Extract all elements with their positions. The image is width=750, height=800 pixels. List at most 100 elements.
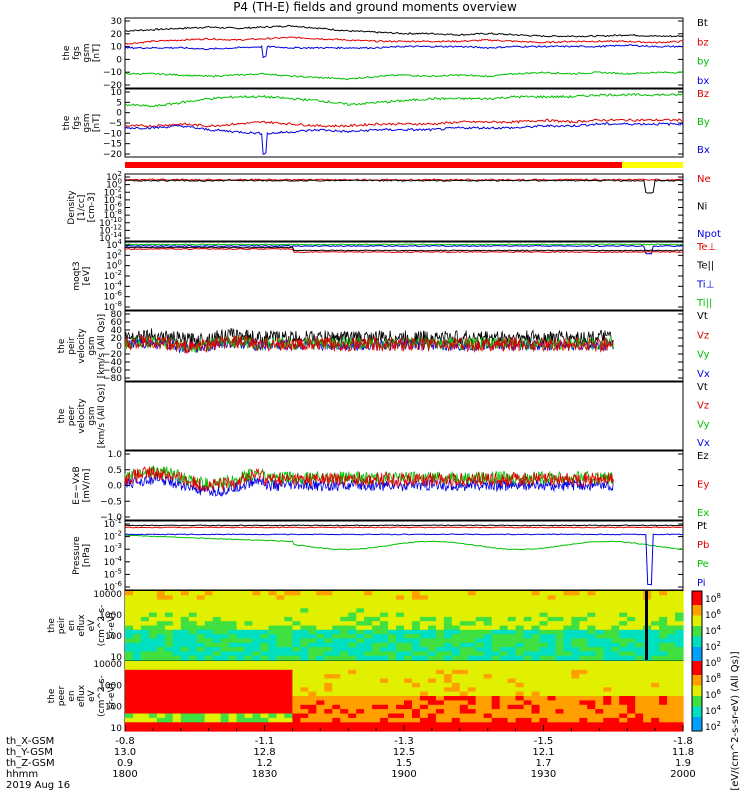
peer-spectrogram-cell (316, 704, 325, 710)
peir-spectrogram-cell (172, 621, 182, 627)
peir-spectrogram-cell (579, 612, 588, 618)
peir-spectrogram-cell (587, 651, 596, 657)
peir-spectrogram-cell (340, 591, 349, 596)
peir-spectrogram-cell (619, 629, 628, 635)
peer-spectrogram-cell (180, 687, 190, 693)
peir-spectrogram-cell (396, 638, 405, 644)
peer-spectrogram-cell (164, 678, 174, 684)
peir-spectrogram-cell (483, 603, 493, 609)
peer-spectrogram-cell (133, 665, 142, 671)
peer-spectrogram-cell (635, 726, 644, 732)
peir-spectrogram-cell (475, 612, 485, 618)
colorbar-cell (692, 629, 702, 634)
peir-spectrogram-cell (563, 599, 572, 605)
peer-spectrogram-cell (539, 691, 549, 697)
ytick-label-efield: 0.0 (108, 482, 123, 492)
peer-spectrogram-cell (396, 700, 405, 706)
peer-spectrogram-cell (276, 691, 286, 697)
peir-spectrogram-cell (204, 595, 214, 601)
peer-spectrogram-cell (380, 709, 389, 715)
legend-label: Ne (697, 174, 711, 185)
peir-spectrogram-cell (515, 651, 525, 657)
peir-spectrogram-cell (435, 651, 445, 657)
peir-spectrogram-cell (555, 603, 565, 609)
peir-spectrogram-cell (236, 616, 246, 622)
peir-spectrogram-cell (188, 647, 198, 652)
peir-spectrogram-cell (451, 591, 461, 596)
peir-spectrogram-cell (587, 642, 596, 648)
ytick-label-peir-velocity: 0 (116, 342, 122, 352)
peir-spectrogram-cell (292, 603, 301, 609)
peir-spectrogram-cell (125, 642, 134, 648)
peir-spectrogram-cell (435, 642, 445, 648)
density-ni-line (124, 179, 684, 194)
peir-spectrogram-cell (659, 625, 668, 631)
peer-spectrogram-cell (252, 722, 262, 728)
peir-spectrogram-cell (125, 621, 134, 627)
peir-spectrogram-cell (260, 651, 270, 657)
colorbar-cell (692, 633, 702, 637)
peir-spectrogram-cell (125, 599, 134, 605)
peir-spectrogram-cell (547, 651, 557, 657)
peir-spectrogram-cell (651, 599, 660, 605)
peir-spectrogram-cell (563, 647, 572, 652)
peir-spectrogram-cell (619, 591, 628, 596)
peir-spectrogram-cell (659, 629, 668, 635)
peer-spectrogram-cell (188, 669, 198, 675)
peir-spectrogram-cell (140, 651, 150, 657)
peir-spectrogram-cell (659, 642, 668, 648)
peer-spectrogram-cell (643, 709, 652, 715)
peir-spectrogram-cell (284, 638, 293, 644)
peir-spectrogram-cell (300, 642, 309, 648)
peir-spectrogram-cell (579, 591, 588, 596)
peer-spectrogram-cell (563, 696, 572, 701)
peer-spectrogram-cell (260, 704, 270, 710)
peer-spectrogram-cell (419, 696, 429, 701)
peir-spectrogram-cell (180, 651, 190, 657)
peir-spectrogram-cell (675, 647, 684, 652)
peer-spectrogram-cell (220, 674, 230, 680)
peer-spectrogram-cell (180, 713, 190, 719)
peir-spectrogram-cell (300, 638, 309, 644)
peer-spectrogram-cell (372, 678, 381, 684)
peer-spectrogram-cell (404, 700, 413, 706)
peir-spectrogram-cell (388, 612, 397, 618)
peer-spectrogram-cell (635, 687, 644, 693)
peer-spectrogram-cell (547, 691, 557, 697)
peir-spectrogram-cell (404, 603, 413, 609)
peer-spectrogram-cell (412, 709, 421, 715)
peir-spectrogram-cell (412, 603, 421, 609)
peer-spectrogram-cell (483, 722, 493, 728)
peir-spectrogram-cell (388, 647, 397, 652)
peer-spectrogram-cell (435, 704, 445, 710)
peir-spectrogram-cell (308, 647, 317, 652)
peer-spectrogram-cell (125, 669, 134, 675)
peer-spectrogram-cell (172, 713, 182, 719)
peir-spectrogram-cell (515, 608, 525, 614)
peir-spectrogram-cell (595, 647, 604, 652)
peir-spectrogram-cell (507, 642, 517, 648)
peer-spectrogram-cell (396, 682, 405, 688)
peer-spectrogram-cell (675, 665, 684, 671)
peer-spectrogram-cell (196, 669, 206, 675)
peer-spectrogram-cell (611, 691, 620, 697)
peer-spectrogram-cell (611, 674, 620, 680)
peir-spectrogram-cell (404, 608, 413, 614)
peir-spectrogram-cell (531, 616, 541, 622)
peer-spectrogram-cell (531, 713, 541, 719)
peer-spectrogram-cell (475, 696, 485, 701)
peer-spectrogram-cell (603, 726, 612, 732)
peir-spectrogram-cell (284, 634, 293, 639)
peir-spectrogram-cell (547, 647, 557, 652)
peer-spectrogram-cell (180, 700, 190, 706)
peer-spectrogram-cell (611, 678, 620, 684)
peer-spectrogram-cell (364, 687, 373, 693)
peer-spectrogram-cell (547, 669, 557, 675)
peer-spectrogram-cell (499, 713, 509, 719)
peir-spectrogram-cell (419, 634, 429, 639)
peer-spectrogram-cell (356, 696, 365, 701)
peer-spectrogram-cell (204, 665, 214, 671)
peer-spectrogram-cell (611, 713, 620, 719)
peir-spectrogram-cell (380, 625, 389, 631)
